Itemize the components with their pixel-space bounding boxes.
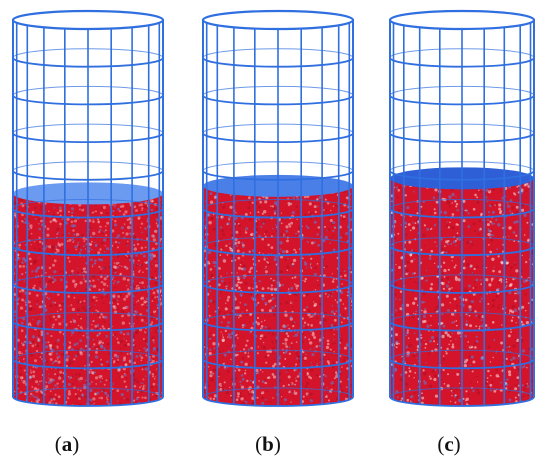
- panel-label-b: (b): [255, 432, 281, 456]
- cylinder-a: [11, 9, 165, 407]
- cylinder-b: [201, 9, 355, 407]
- mesh-b: [201, 9, 355, 407]
- mesh-a: [11, 9, 165, 407]
- cylinder-c: [388, 9, 536, 407]
- panel-label-c: (c): [437, 432, 461, 456]
- mesh-c: [388, 9, 536, 407]
- panel-label-a: (a): [54, 432, 80, 456]
